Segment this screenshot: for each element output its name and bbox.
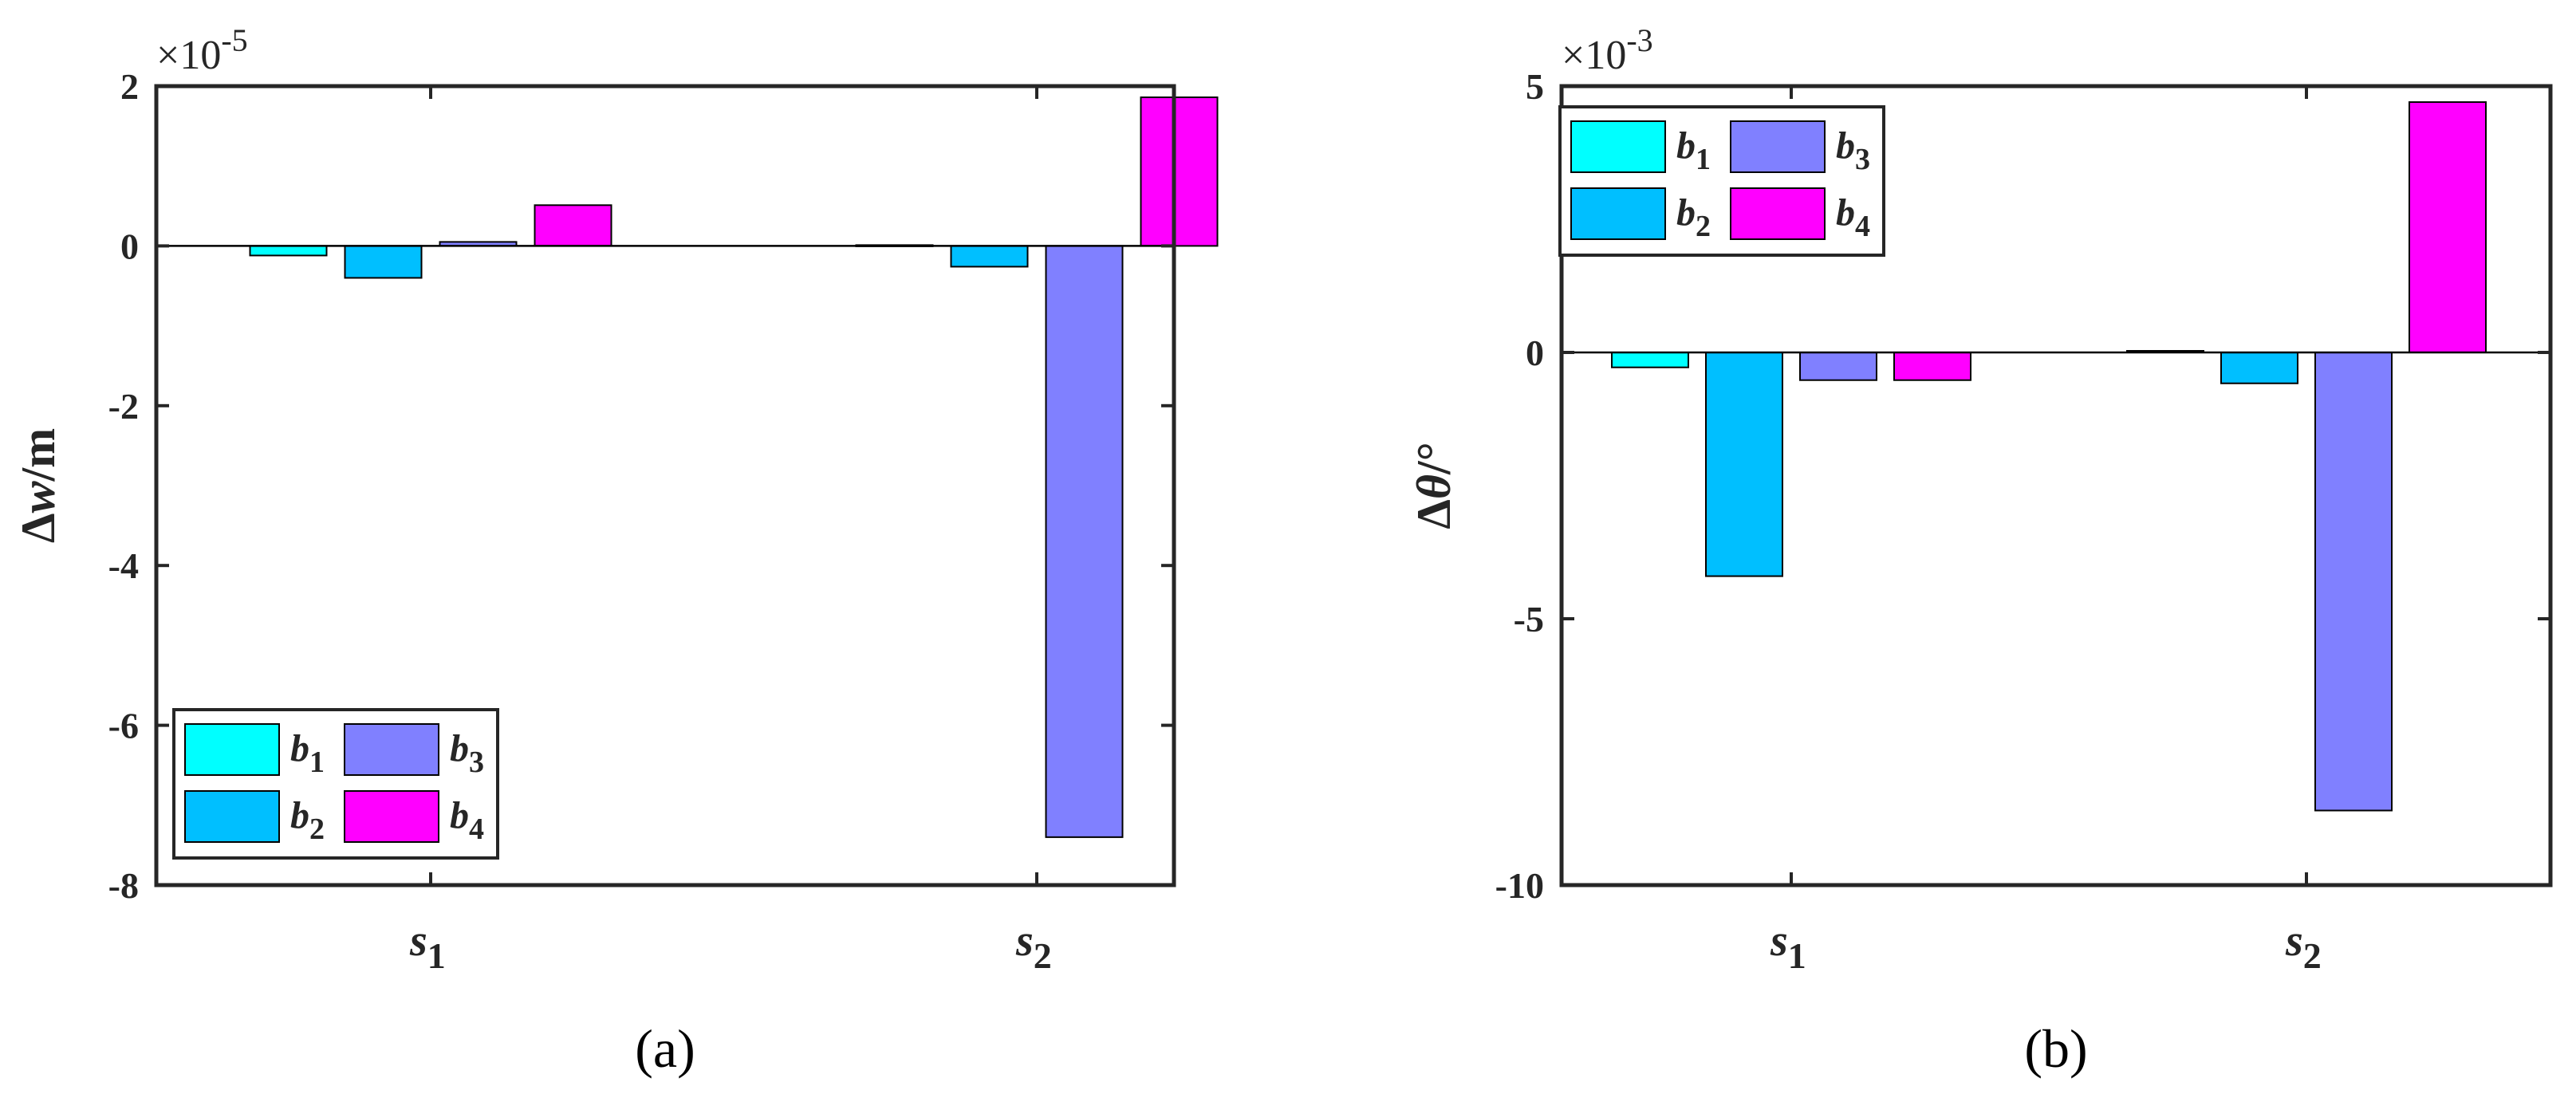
bar-b2-s1	[1705, 352, 1783, 577]
exponent-base: ×10	[156, 33, 221, 78]
legend-label-main: b	[450, 794, 469, 836]
bar-b3-s2	[1045, 245, 1124, 838]
exponent-base: ×10	[1562, 33, 1626, 78]
y-tick-label: 5	[1526, 66, 1544, 107]
x-category-sub: 2	[1034, 935, 1052, 976]
x-category-sub: 1	[1788, 935, 1806, 976]
legend-swatch-b1	[184, 723, 280, 776]
legend-label-sub: 4	[469, 813, 484, 846]
x-category-main: s	[409, 916, 427, 966]
bar-b4-s2	[1140, 96, 1219, 247]
legend-label-b1: b1	[290, 727, 325, 779]
bar-b2-s2	[950, 245, 1029, 268]
legend-label-b1: b1	[1676, 124, 1711, 176]
y-tick-label: -4	[108, 545, 139, 586]
y-exponent-label: ×10-3	[1562, 22, 1653, 78]
x-category-main: s	[1015, 916, 1034, 966]
x-category-sub: 1	[427, 935, 446, 976]
legend-swatch-b4	[1730, 187, 1826, 240]
legend-label-main: b	[1676, 191, 1696, 234]
y-tick-label: -2	[108, 386, 139, 427]
bar-b1-s1	[1611, 352, 1689, 368]
legend-swatch-b2	[184, 790, 280, 843]
y-tick-label: 2	[120, 66, 139, 107]
bar-b4-s1	[1893, 352, 1971, 381]
legend-label-b4: b4	[450, 794, 484, 846]
bar-b2-s2	[2220, 352, 2298, 384]
legend-label-sub: 1	[1696, 143, 1711, 176]
legend-label-main: b	[290, 794, 309, 836]
y-label-variable: θ	[1408, 474, 1460, 499]
legend-swatch-b3	[1730, 120, 1826, 173]
legend-label-sub: 4	[1855, 210, 1870, 243]
x-category-label: s2	[1015, 916, 1052, 976]
legend-label-sub: 3	[469, 746, 484, 779]
exponent-power: -3	[1626, 22, 1652, 58]
y-tick-label: -8	[108, 865, 139, 906]
y-label-variable: w	[12, 481, 65, 514]
y-label-prefix: Δ	[1408, 499, 1460, 529]
bar-b1-s1	[249, 245, 328, 257]
legend-label-main: b	[1836, 191, 1855, 234]
legend-label-sub: 1	[309, 746, 325, 779]
y-label-unit: /°	[1408, 442, 1460, 475]
legend-label-main: b	[1676, 124, 1696, 167]
legend-label-b2: b2	[1676, 191, 1711, 243]
y-tick-label: -5	[1514, 599, 1544, 639]
x-category-label: s2	[2285, 916, 2322, 976]
bar-b2-s1	[344, 245, 423, 279]
bar-b4-s1	[534, 204, 612, 247]
y-axis-label: Δθ/°	[1408, 442, 1460, 529]
axes-frame	[154, 84, 1176, 887]
bar-b4-s2	[2409, 101, 2487, 353]
x-category-main: s	[1770, 916, 1788, 966]
bar-b3-s1	[1799, 352, 1877, 381]
x-category-label: s1	[409, 916, 446, 976]
legend-label-main: b	[1836, 124, 1855, 167]
panel-label: (b)	[2024, 1018, 2087, 1079]
y-tick-label: -10	[1495, 865, 1544, 906]
legend-label-main: b	[290, 727, 309, 769]
legend-label-b3: b3	[1836, 124, 1870, 176]
legend-label-b2: b2	[290, 794, 325, 846]
legend-swatch-b4	[344, 790, 439, 843]
legend-label-b4: b4	[1836, 191, 1870, 243]
bar-b3-s2	[2314, 352, 2393, 812]
x-category-main: s	[2285, 916, 2303, 966]
x-category-label: s1	[1770, 916, 1806, 976]
x-category-sub: 2	[2303, 935, 2322, 976]
y-exponent-label: ×10-5	[156, 22, 248, 78]
legend-swatch-b2	[1570, 187, 1666, 240]
exponent-power: -5	[221, 22, 247, 58]
legend-label-sub: 2	[1696, 210, 1711, 243]
y-label-unit: /m	[12, 428, 65, 482]
axes-frame	[1559, 84, 2553, 887]
y-tick-label: 0	[120, 226, 139, 266]
panel-label: (a)	[635, 1018, 695, 1079]
legend-label-sub: 3	[1855, 143, 1870, 176]
legend-label-sub: 2	[309, 813, 325, 846]
legend-swatch-b3	[344, 723, 439, 776]
legend-label-main: b	[450, 727, 469, 769]
y-axis-label: Δw/m	[12, 428, 65, 543]
y-tick-label: -6	[108, 706, 139, 746]
y-tick-label: 0	[1526, 333, 1544, 373]
legend-label-b3: b3	[450, 727, 484, 779]
legend-swatch-b1	[1570, 120, 1666, 173]
y-label-prefix: Δ	[12, 514, 65, 544]
